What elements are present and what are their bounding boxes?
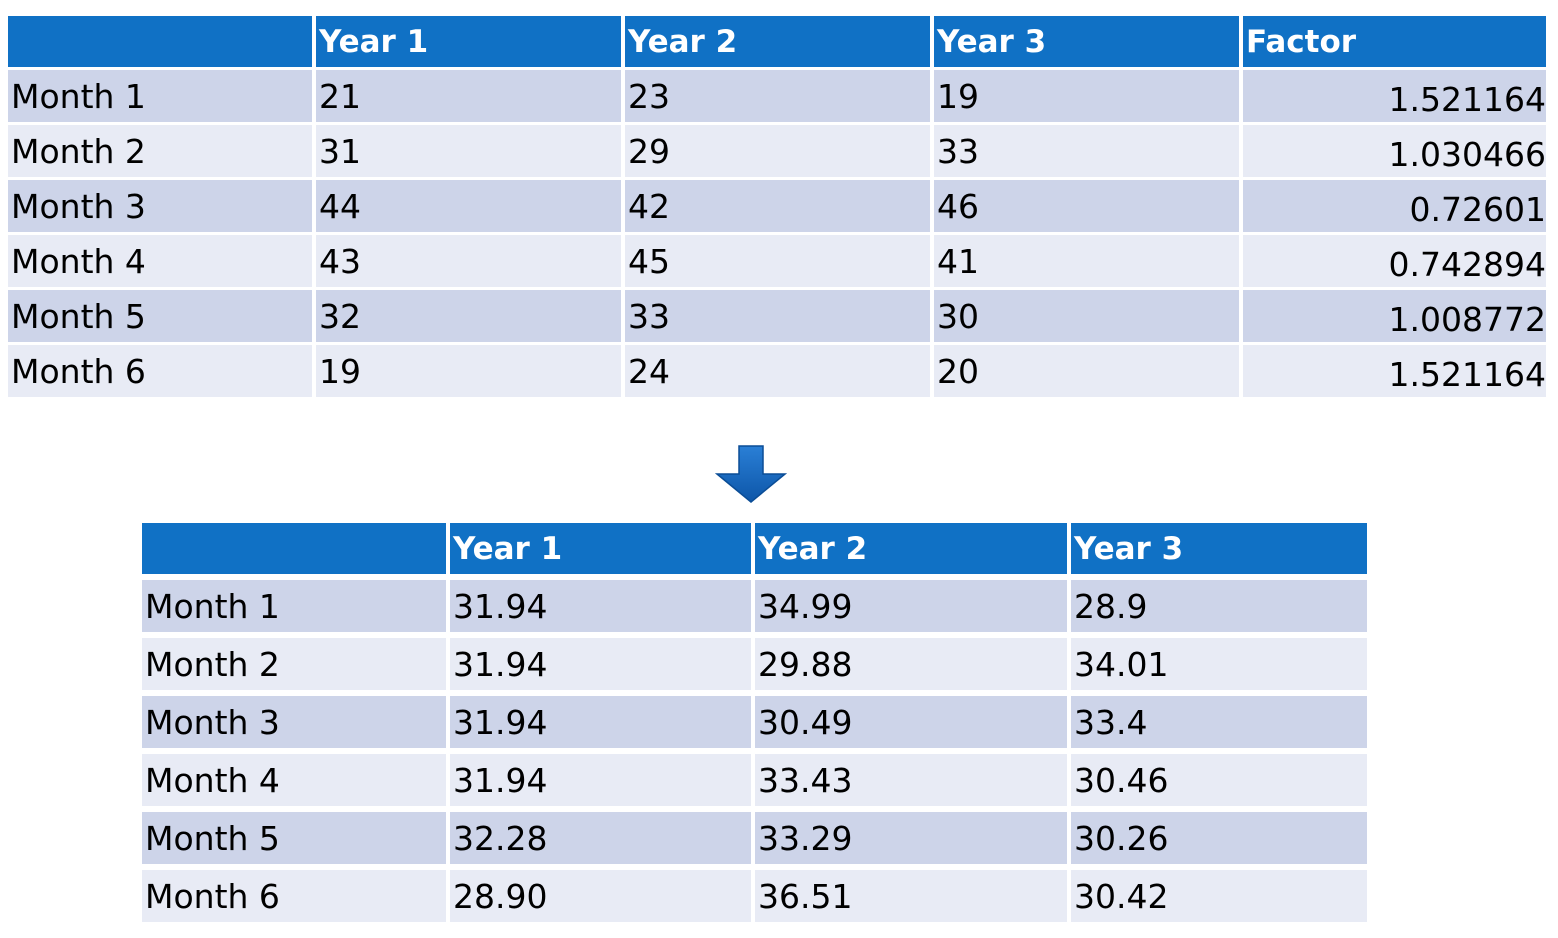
data-cell: 1.521164 bbox=[1243, 345, 1546, 397]
row-label-cell: Month 5 bbox=[142, 812, 446, 864]
header-cell: Year 1 bbox=[316, 16, 621, 67]
data-cell: 30.26 bbox=[1071, 812, 1367, 864]
row-label-cell: Month 1 bbox=[8, 70, 312, 122]
row-label-cell: Month 5 bbox=[8, 290, 312, 342]
data-cell: 1.008772 bbox=[1243, 290, 1546, 342]
row-label-cell: Month 3 bbox=[8, 180, 312, 232]
header-cell bbox=[142, 523, 446, 574]
row-label-cell: Month 4 bbox=[8, 235, 312, 287]
data-cell: 31 bbox=[316, 125, 621, 177]
data-cell: 28.9 bbox=[1071, 580, 1367, 632]
header-cell: Year 2 bbox=[755, 523, 1067, 574]
data-cell: 31.94 bbox=[450, 696, 751, 748]
data-cell: 1.030466 bbox=[1243, 125, 1546, 177]
data-cell: 21 bbox=[316, 70, 621, 122]
row-label-cell: Month 6 bbox=[8, 345, 312, 397]
data-cell: 28.90 bbox=[450, 870, 751, 922]
data-cell: 0.742894 bbox=[1243, 235, 1546, 287]
row-label-cell: Month 4 bbox=[142, 754, 446, 806]
data-cell: 20 bbox=[934, 345, 1239, 397]
data-cell: 46 bbox=[934, 180, 1239, 232]
data-cell: 31.94 bbox=[450, 638, 751, 690]
data-cell: 19 bbox=[934, 70, 1239, 122]
header-cell: Year 3 bbox=[1071, 523, 1367, 574]
data-cell: 36.51 bbox=[755, 870, 1067, 922]
header-cell: Year 1 bbox=[450, 523, 751, 574]
header-cell: Year 3 bbox=[934, 16, 1239, 67]
data-cell: 0.72601 bbox=[1243, 180, 1546, 232]
data-cell: 41 bbox=[934, 235, 1239, 287]
data-cell: 1.521164 bbox=[1243, 70, 1546, 122]
row-label-cell: Month 3 bbox=[142, 696, 446, 748]
data-cell: 23 bbox=[625, 70, 930, 122]
adjusted-data-table: Year 1 Year 2 Year 3 Month 1 31.94 34.99 28.9 M… bbox=[142, 523, 1367, 922]
data-cell: 30 bbox=[934, 290, 1239, 342]
data-cell: 43 bbox=[316, 235, 621, 287]
header-cell bbox=[8, 16, 312, 67]
data-cell: 34.99 bbox=[755, 580, 1067, 632]
data-cell: 45 bbox=[625, 235, 930, 287]
row-label-cell: Month 6 bbox=[142, 870, 446, 922]
down-arrow-icon bbox=[715, 445, 787, 503]
row-label-cell: Month 1 bbox=[142, 580, 446, 632]
data-cell: 33.29 bbox=[755, 812, 1067, 864]
data-cell: 33.4 bbox=[1071, 696, 1367, 748]
data-cell: 32 bbox=[316, 290, 621, 342]
data-cell: 24 bbox=[625, 345, 930, 397]
data-cell: 32.28 bbox=[450, 812, 751, 864]
data-cell: 29.88 bbox=[755, 638, 1067, 690]
header-cell: Factor bbox=[1243, 16, 1546, 67]
data-cell: 34.01 bbox=[1071, 638, 1367, 690]
row-label-cell: Month 2 bbox=[8, 125, 312, 177]
data-cell: 30.42 bbox=[1071, 870, 1367, 922]
data-cell: 19 bbox=[316, 345, 621, 397]
data-cell: 29 bbox=[625, 125, 930, 177]
data-cell: 31.94 bbox=[450, 754, 751, 806]
data-cell: 42 bbox=[625, 180, 930, 232]
data-cell: 31.94 bbox=[450, 580, 751, 632]
data-cell: 33 bbox=[934, 125, 1239, 177]
data-cell: 33 bbox=[625, 290, 930, 342]
original-data-table: Year 1 Year 2 Year 3 Factor Month 1 21 23 19 1.5… bbox=[8, 16, 1546, 397]
header-cell: Year 2 bbox=[625, 16, 930, 67]
row-label-cell: Month 2 bbox=[142, 638, 446, 690]
data-cell: 44 bbox=[316, 180, 621, 232]
data-cell: 30.49 bbox=[755, 696, 1067, 748]
data-cell: 33.43 bbox=[755, 754, 1067, 806]
data-cell: 30.46 bbox=[1071, 754, 1367, 806]
